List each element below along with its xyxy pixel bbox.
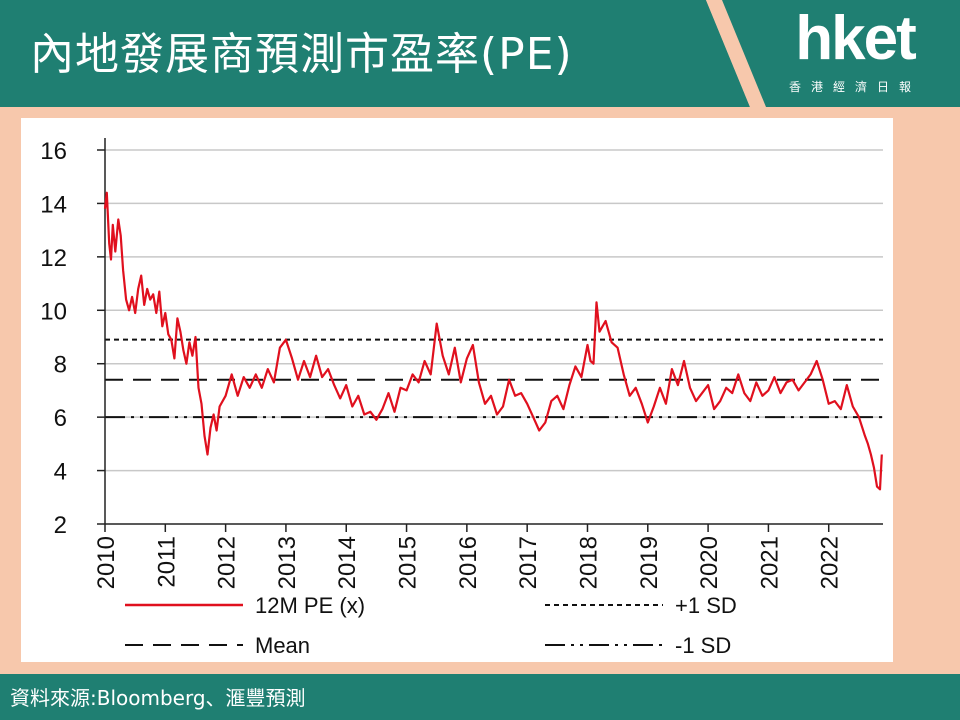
y-tick-label: 2 — [54, 512, 67, 539]
y-tick-label: 12 — [40, 245, 67, 272]
x-tick-label: 2012 — [214, 536, 241, 589]
y-tick-label: 16 — [40, 138, 67, 165]
reference-lines — [105, 338, 883, 419]
legend: 12M PE (x) +1 SD Mean -1 SD — [125, 593, 737, 658]
x-tick-label: 2017 — [515, 536, 542, 589]
series-line-12m-pe — [103, 191, 883, 491]
y-tick-label: 8 — [54, 352, 67, 379]
y-tick-labels: 16 14 12 10 8 6 4 2 — [40, 138, 67, 539]
footer: 資料來源:Bloomberg、滙豐預測 — [0, 674, 960, 720]
legend-label: 12M PE (x) — [255, 593, 365, 618]
header: 內地發展商預測市盈率(PE) hket 香港經濟日報 — [0, 0, 960, 107]
chart-panel: 16 14 12 10 8 6 4 2 2010 2011 2012 2013 2014 2015 201… — [21, 118, 893, 662]
hket-logo: hket — [795, 4, 916, 73]
logo-banner — [722, 0, 960, 107]
x-tick-label: 2014 — [334, 536, 361, 589]
source-note: 資料來源:Bloomberg、滙豐預測 — [10, 686, 306, 710]
x-tick-label: 2020 — [696, 536, 723, 589]
x-tick-label: 2013 — [274, 536, 301, 589]
page-title: 內地發展商預測市盈率(PE) — [30, 29, 573, 80]
y-tick-label: 4 — [54, 459, 67, 486]
x-tick-label: 2011 — [153, 536, 180, 588]
x-tick-label: 2021 — [756, 536, 783, 589]
legend-label: -1 SD — [675, 633, 731, 658]
x-tick-label: 2022 — [817, 536, 844, 589]
x-tick-labels: 2010 2011 2012 2013 2014 2015 2016 2017 2018 2019… — [93, 536, 844, 589]
legend-label: +1 SD — [675, 593, 737, 618]
series-layer — [103, 191, 883, 491]
x-tick-label: 2016 — [455, 536, 482, 589]
x-tick-label: 2019 — [636, 536, 663, 589]
y-tick-label: 6 — [54, 405, 67, 432]
x-tick-label: 2010 — [93, 536, 120, 589]
axes — [97, 138, 883, 532]
y-tick-label: 10 — [40, 298, 67, 325]
y-tick-label: 14 — [40, 191, 67, 218]
x-tick-label: 2018 — [575, 536, 602, 589]
header-background — [0, 0, 960, 107]
gridlines — [105, 149, 883, 472]
legend-label: Mean — [255, 633, 310, 658]
title-banner — [0, 0, 750, 107]
logo-subtitle: 香港經濟日報 — [788, 80, 921, 94]
x-tick-label: 2015 — [395, 536, 422, 589]
banner-divider — [706, 0, 766, 107]
